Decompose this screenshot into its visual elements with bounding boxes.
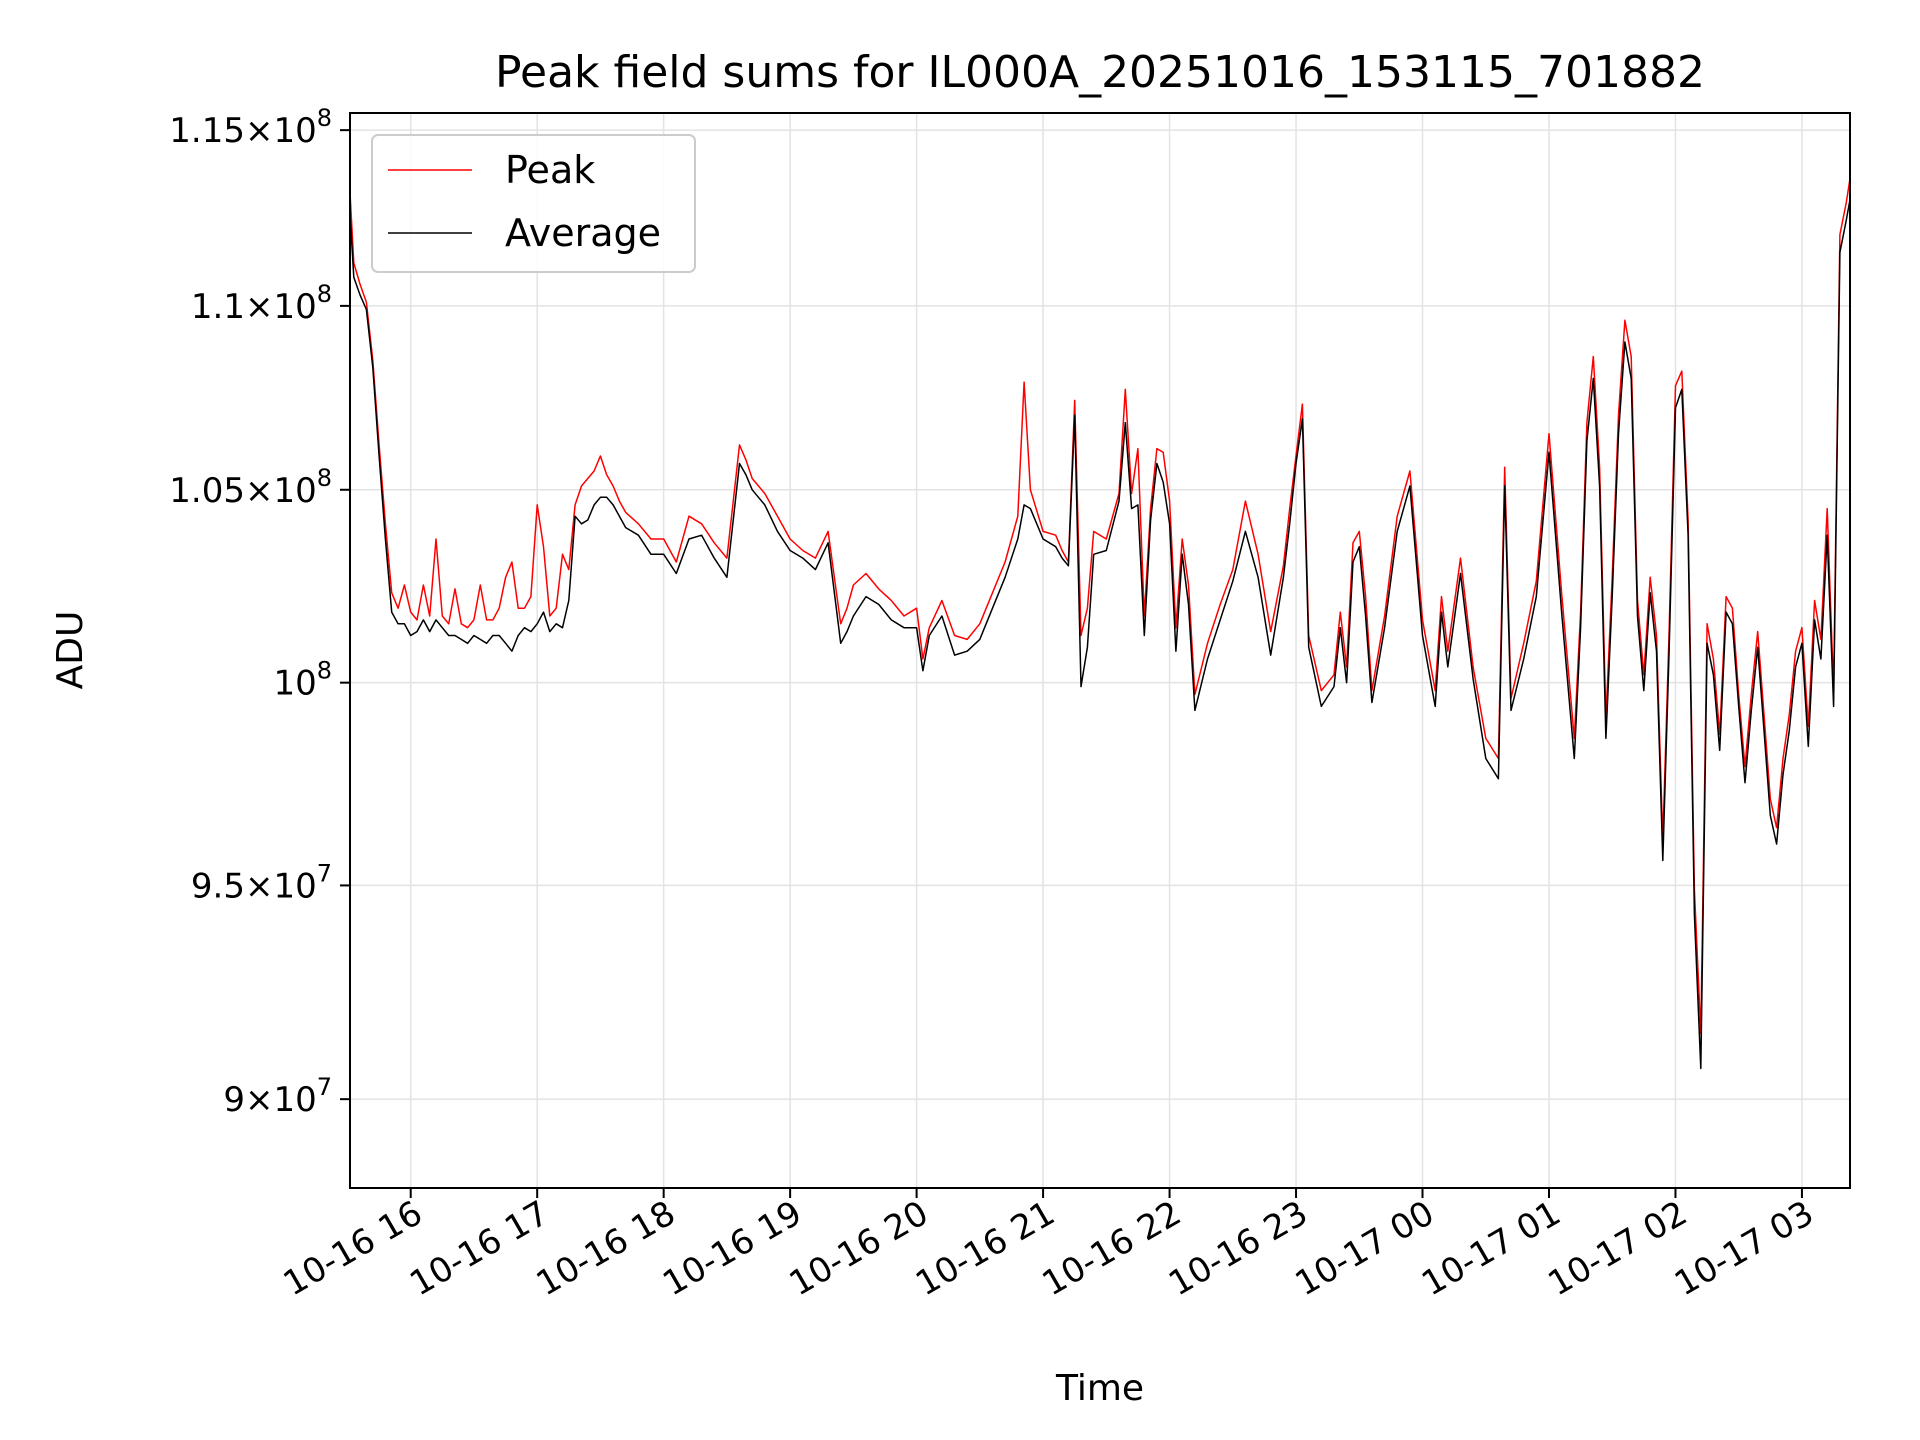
series-line-average	[349, 199, 1851, 1070]
y-axis: 9×107 9.5×107 108 1.05×108 1.1×108 1.15×108	[169, 104, 350, 1120]
y-tick-label: 108	[273, 657, 332, 704]
y-tick-label: 1.15×108	[169, 104, 332, 151]
y-tick-label: 9×107	[223, 1073, 332, 1120]
plot-area	[349, 178, 1851, 1070]
legend: Peak Average	[371, 134, 696, 273]
x-axis-label: Time	[1055, 1368, 1144, 1409]
chart-title: Peak field sums for IL000A_20251016_1531…	[495, 47, 1705, 98]
legend-label-average: Average	[505, 211, 661, 255]
y-tick-label: 9.5×107	[191, 859, 332, 906]
y-tick-label: 1.05×108	[169, 464, 332, 511]
y-axis-label: ADU	[50, 611, 91, 690]
axes-frame	[349, 112, 1851, 1189]
legend-label-peak: Peak	[505, 148, 595, 192]
y-tick-label: 1.1×108	[191, 280, 332, 327]
grid	[350, 113, 1850, 1188]
